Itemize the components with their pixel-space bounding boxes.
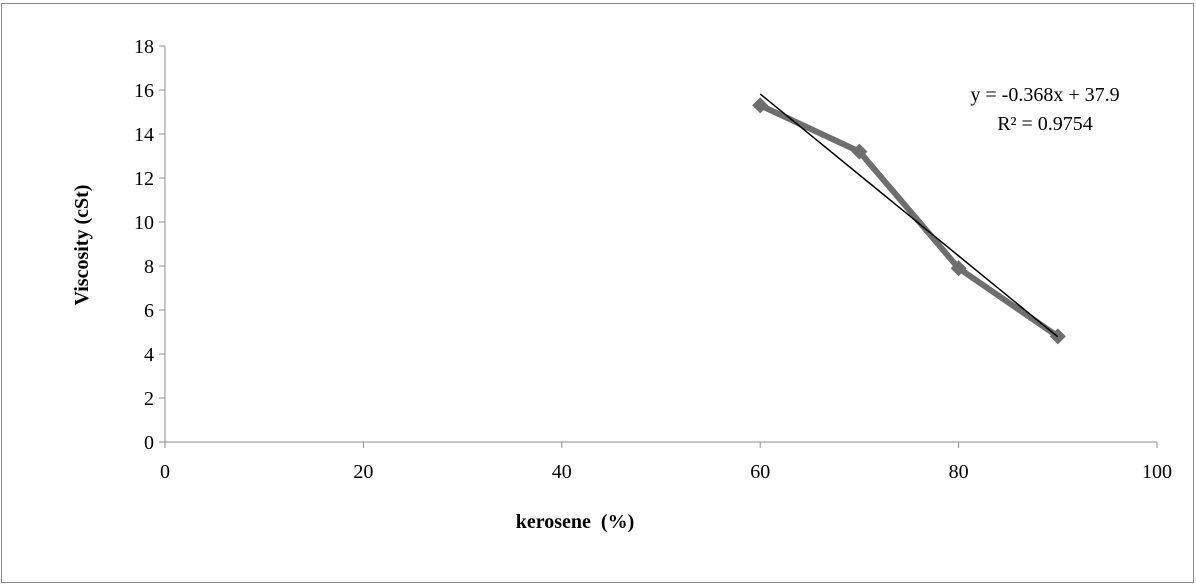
axes (159, 45, 1158, 448)
x-tick-label: 40 (552, 461, 572, 483)
data-series (752, 97, 1066, 345)
y-tick-label: 2 (144, 388, 154, 410)
x-tick-label: 80 (949, 461, 969, 483)
x-tick-label: 100 (1142, 461, 1172, 483)
y-axis-title: Viscosity (cSt) (71, 185, 93, 306)
y-tick-label: 10 (134, 212, 154, 234)
y-tick-label: 18 (134, 36, 154, 58)
data-point-marker (851, 143, 868, 160)
trendline-layer (759, 93, 1059, 338)
x-tick-label: 0 (160, 461, 170, 483)
trendline-equation: y = -0.368x + 37.9 (970, 84, 1119, 106)
tick-labels: 0 2 4 6 8 10 12 14 16 18 0 20 40 60 80 100 (134, 36, 1172, 483)
y-tick-label: 4 (144, 344, 154, 366)
x-tick-label: 20 (353, 461, 373, 483)
series-line (758, 102, 1060, 339)
data-point-marker (752, 97, 769, 114)
trendline-r-squared: R² = 0.9754 (997, 113, 1093, 135)
data-point-marker (950, 260, 967, 277)
y-tick-label: 12 (134, 168, 154, 190)
y-tick-label: 16 (134, 80, 154, 102)
y-tick-label: 8 (144, 256, 154, 278)
y-tick-label: 0 (144, 432, 154, 454)
linear-trendline (759, 93, 1059, 338)
y-tick-label: 14 (134, 124, 154, 146)
y-tick-label: 6 (144, 300, 154, 322)
x-tick-label: 60 (750, 461, 770, 483)
x-axis-title: kerosene (%) (516, 511, 635, 533)
